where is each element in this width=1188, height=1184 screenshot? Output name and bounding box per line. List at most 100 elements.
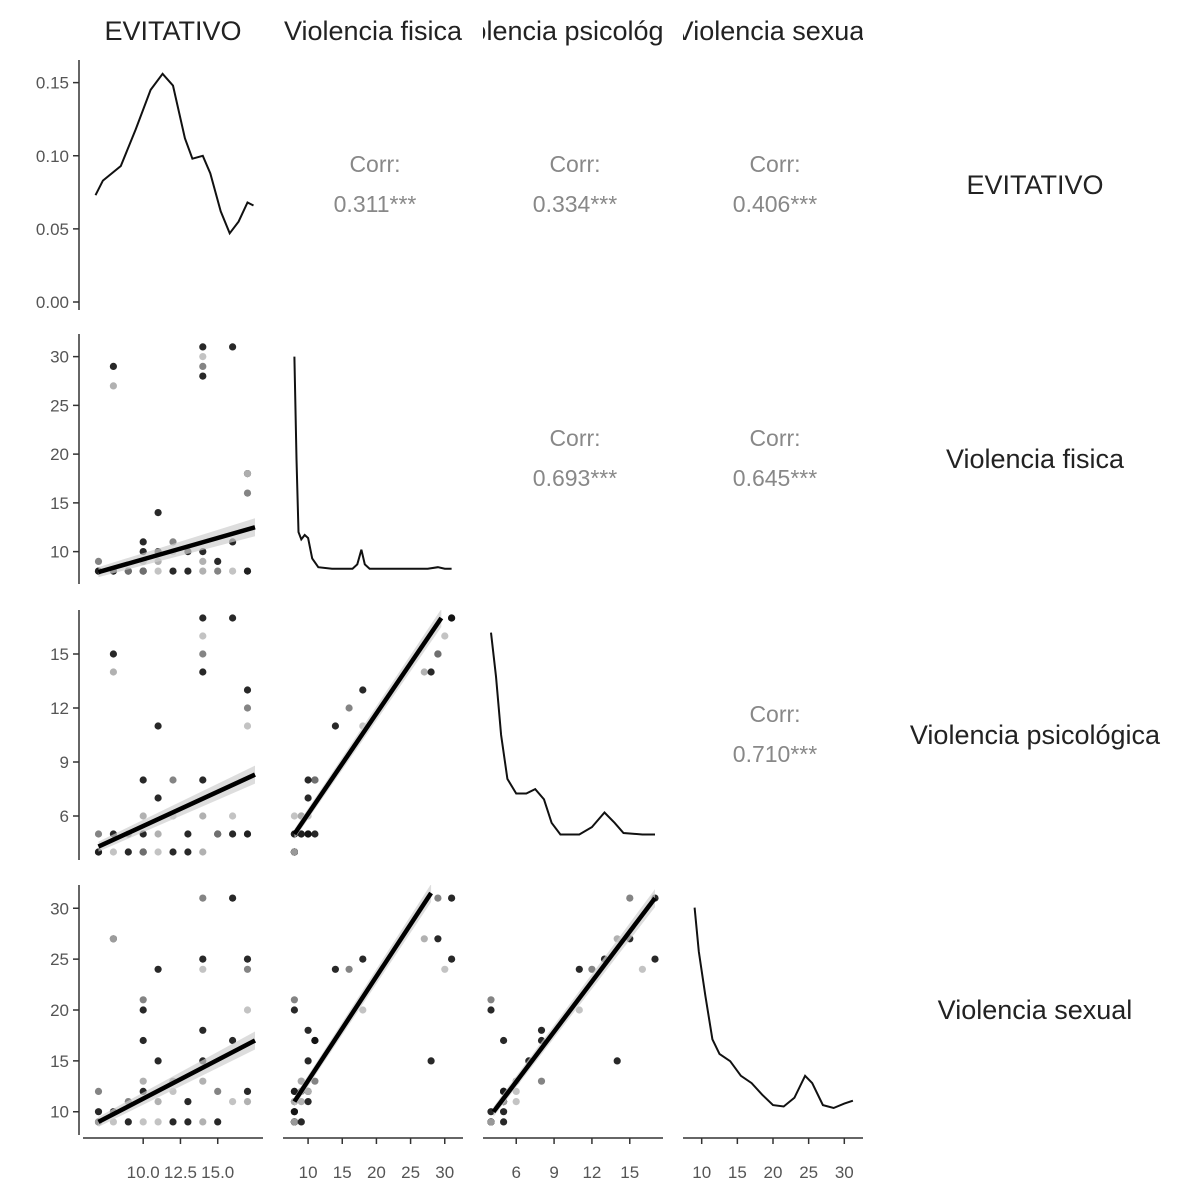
scatter-point — [345, 965, 353, 973]
scatter-point — [139, 1036, 147, 1045]
y-tick-label: 30 — [50, 899, 69, 918]
scatter-point — [500, 1036, 508, 1045]
regression-line — [292, 891, 433, 1103]
scatter-point — [199, 614, 207, 622]
scatter-point — [304, 1057, 312, 1065]
density-curve — [293, 356, 452, 570]
scatter-point — [139, 848, 147, 856]
scatter-point — [304, 1098, 312, 1106]
scatter-point — [139, 1118, 147, 1126]
column-strip-label: Violencia psicológica — [448, 16, 699, 46]
scatter-point — [214, 1087, 222, 1095]
x-tick-label: 15 — [620, 1163, 639, 1182]
scatter-point — [290, 812, 298, 820]
scatter-point — [427, 1057, 435, 1065]
scatter-point — [109, 382, 117, 390]
scatter-point — [229, 614, 237, 622]
scatter-point — [487, 1118, 495, 1126]
scatter-point — [626, 894, 634, 902]
scatter-point — [243, 1087, 252, 1095]
scatter-point — [94, 1108, 103, 1116]
scatter-point — [243, 470, 252, 478]
scatter-point — [109, 362, 117, 370]
scatter-panel — [94, 614, 256, 856]
row-strip-label: Violencia psicológica — [910, 720, 1161, 750]
scatter-point — [290, 848, 298, 856]
scatter-point — [184, 830, 192, 838]
scatter-point — [651, 955, 659, 963]
scatter-point — [512, 1098, 520, 1106]
correlation-label: Corr: — [549, 425, 600, 451]
scatter-point — [297, 1118, 305, 1126]
scatter-point — [139, 538, 147, 546]
scatter-point — [345, 704, 353, 712]
scatter-point — [139, 567, 147, 575]
scatter-point — [214, 557, 222, 566]
x-tick-label: 9 — [549, 1163, 558, 1182]
y-tick-label: 10 — [50, 1103, 69, 1122]
regression-line — [491, 896, 657, 1114]
scatter-point — [290, 996, 298, 1004]
row-strip-label: EVITATIVO — [966, 170, 1103, 200]
scatter-point — [139, 996, 147, 1004]
scatter-point — [304, 1026, 312, 1034]
scatter-point — [575, 965, 583, 973]
scatter-point — [199, 362, 207, 370]
scatter-point — [243, 1098, 252, 1106]
x-tick-label: 12 — [582, 1163, 601, 1182]
x-tick-label: 20 — [367, 1163, 386, 1182]
scatter-point — [109, 650, 117, 658]
scatter-point — [169, 848, 177, 856]
scatter-point — [243, 704, 252, 712]
scatter-point — [243, 830, 252, 838]
scatter-point — [154, 965, 162, 973]
x-tick-label: 30 — [435, 1163, 454, 1182]
scatter-point — [290, 1108, 298, 1116]
x-tick-label: 15 — [333, 1163, 352, 1182]
scatter-panel — [94, 894, 257, 1127]
y-tick-label: 12 — [50, 699, 69, 718]
correlation-label: Corr: — [749, 425, 800, 451]
scatter-point — [169, 1118, 177, 1126]
scatter-point — [199, 567, 207, 575]
scatter-point — [199, 650, 207, 658]
x-tick-label: 12.5 — [164, 1163, 197, 1182]
scatter-point — [434, 894, 442, 902]
scatter-point — [487, 1006, 495, 1014]
scatter-point — [199, 848, 207, 856]
column-strip-label: Violencia sexual — [676, 16, 871, 46]
scatter-point — [441, 965, 449, 973]
scatter-point — [154, 830, 162, 838]
scatter-point — [184, 848, 192, 856]
y-tick-label: 15 — [50, 645, 69, 664]
scatter-point — [199, 353, 207, 361]
column-strip-label: Violencia fisica — [284, 16, 463, 46]
scatter-point — [139, 1006, 147, 1014]
scatter-panel — [94, 343, 256, 578]
scatter-point — [331, 722, 339, 730]
scatter-point — [290, 1087, 298, 1095]
correlation-value: 0.645*** — [733, 465, 817, 491]
scatter-point — [199, 894, 207, 902]
scatter-point — [290, 1118, 298, 1126]
scatter-point — [500, 1118, 508, 1126]
column-strip-label: EVITATIVO — [104, 16, 241, 46]
scatter-point — [154, 722, 162, 730]
scatter-point — [214, 830, 222, 838]
scatter-point — [154, 794, 162, 802]
scatter-point — [434, 650, 442, 658]
y-tick-label: 10 — [50, 543, 69, 562]
scatter-point — [124, 1118, 132, 1126]
scatter-point — [638, 965, 647, 973]
density-curve — [94, 72, 254, 236]
scatter-point — [139, 776, 147, 784]
scatter-point — [420, 935, 428, 943]
y-tick-label: 15 — [50, 494, 69, 513]
scatter-point — [427, 668, 435, 676]
scatter-point — [199, 1077, 207, 1085]
y-tick-label: 9 — [60, 753, 69, 772]
scatter-point — [184, 1118, 192, 1126]
scatter-point — [243, 1006, 252, 1014]
correlation-value: 0.311*** — [334, 191, 417, 217]
scatter-point — [94, 830, 103, 838]
